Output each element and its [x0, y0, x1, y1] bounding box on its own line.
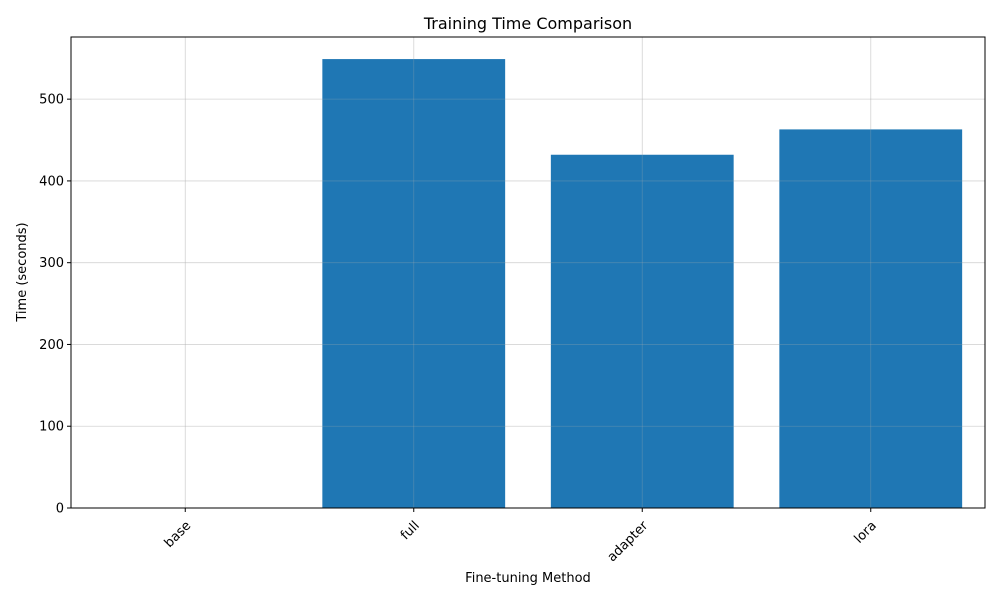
y-tick-label: 200 — [39, 338, 64, 353]
bar-adapter — [550, 154, 734, 508]
bar-full — [322, 59, 506, 508]
y-tick-label: 300 — [39, 256, 64, 271]
x-axis-label: Fine-tuning Method — [465, 571, 591, 586]
bar-lora — [779, 129, 963, 508]
grid-overlay — [71, 37, 985, 509]
y-tick-label: 400 — [39, 174, 64, 189]
y-tick-label: 100 — [39, 420, 64, 435]
y-tick-label: 500 — [39, 93, 64, 108]
bars-layer — [322, 59, 963, 508]
x-tick-label: base — [162, 518, 195, 551]
x-tick-label: full — [398, 518, 423, 543]
plot-frame — [70, 36, 986, 509]
x-tick-label: lora — [852, 518, 880, 546]
x-tick-label: adapter — [605, 518, 652, 565]
y-axis-label: Time (seconds) — [15, 222, 30, 322]
chart-title: Training Time Comparison — [423, 14, 632, 33]
y-tick-label: 0 — [56, 502, 64, 517]
